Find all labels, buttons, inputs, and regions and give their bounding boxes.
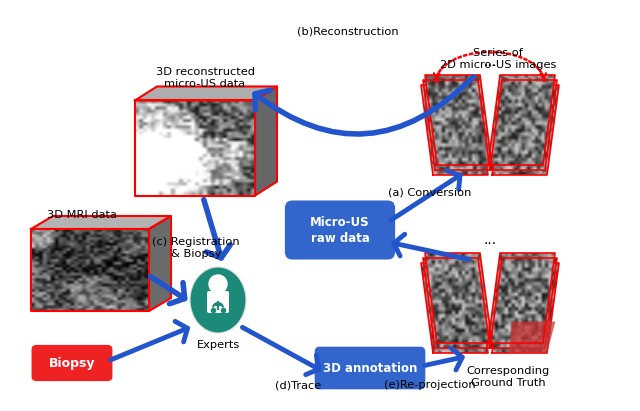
Text: Series of
2D micro-US images: Series of 2D micro-US images <box>440 48 556 70</box>
Text: Experts: Experts <box>196 340 239 350</box>
Text: (d)Trace: (d)Trace <box>275 380 321 390</box>
Polygon shape <box>31 216 171 229</box>
FancyBboxPatch shape <box>314 346 426 390</box>
Polygon shape <box>149 216 171 311</box>
Circle shape <box>209 275 227 293</box>
Ellipse shape <box>190 267 246 333</box>
Text: Biopsy: Biopsy <box>49 356 95 369</box>
Polygon shape <box>255 86 277 196</box>
Polygon shape <box>135 86 277 101</box>
Text: 3D annotation: 3D annotation <box>323 362 417 374</box>
Text: (a) Conversion: (a) Conversion <box>388 187 472 197</box>
FancyBboxPatch shape <box>207 291 229 313</box>
Text: ...: ... <box>483 55 497 69</box>
Text: (c) Registration
& Biopsy: (c) Registration & Biopsy <box>152 237 240 259</box>
Text: Corresponding
Ground Truth: Corresponding Ground Truth <box>467 366 550 388</box>
Text: Micro-US
raw data: Micro-US raw data <box>310 215 370 245</box>
FancyBboxPatch shape <box>285 200 396 260</box>
FancyBboxPatch shape <box>31 345 113 381</box>
Text: (b)Reconstruction: (b)Reconstruction <box>297 27 399 37</box>
Text: 3D reconstructed
micro-US data: 3D reconstructed micro-US data <box>156 67 255 89</box>
Polygon shape <box>509 321 556 353</box>
Text: 3D MRI data: 3D MRI data <box>47 210 117 220</box>
Text: ...: ... <box>483 233 497 247</box>
Text: (e)Re-projection: (e)Re-projection <box>384 380 476 390</box>
